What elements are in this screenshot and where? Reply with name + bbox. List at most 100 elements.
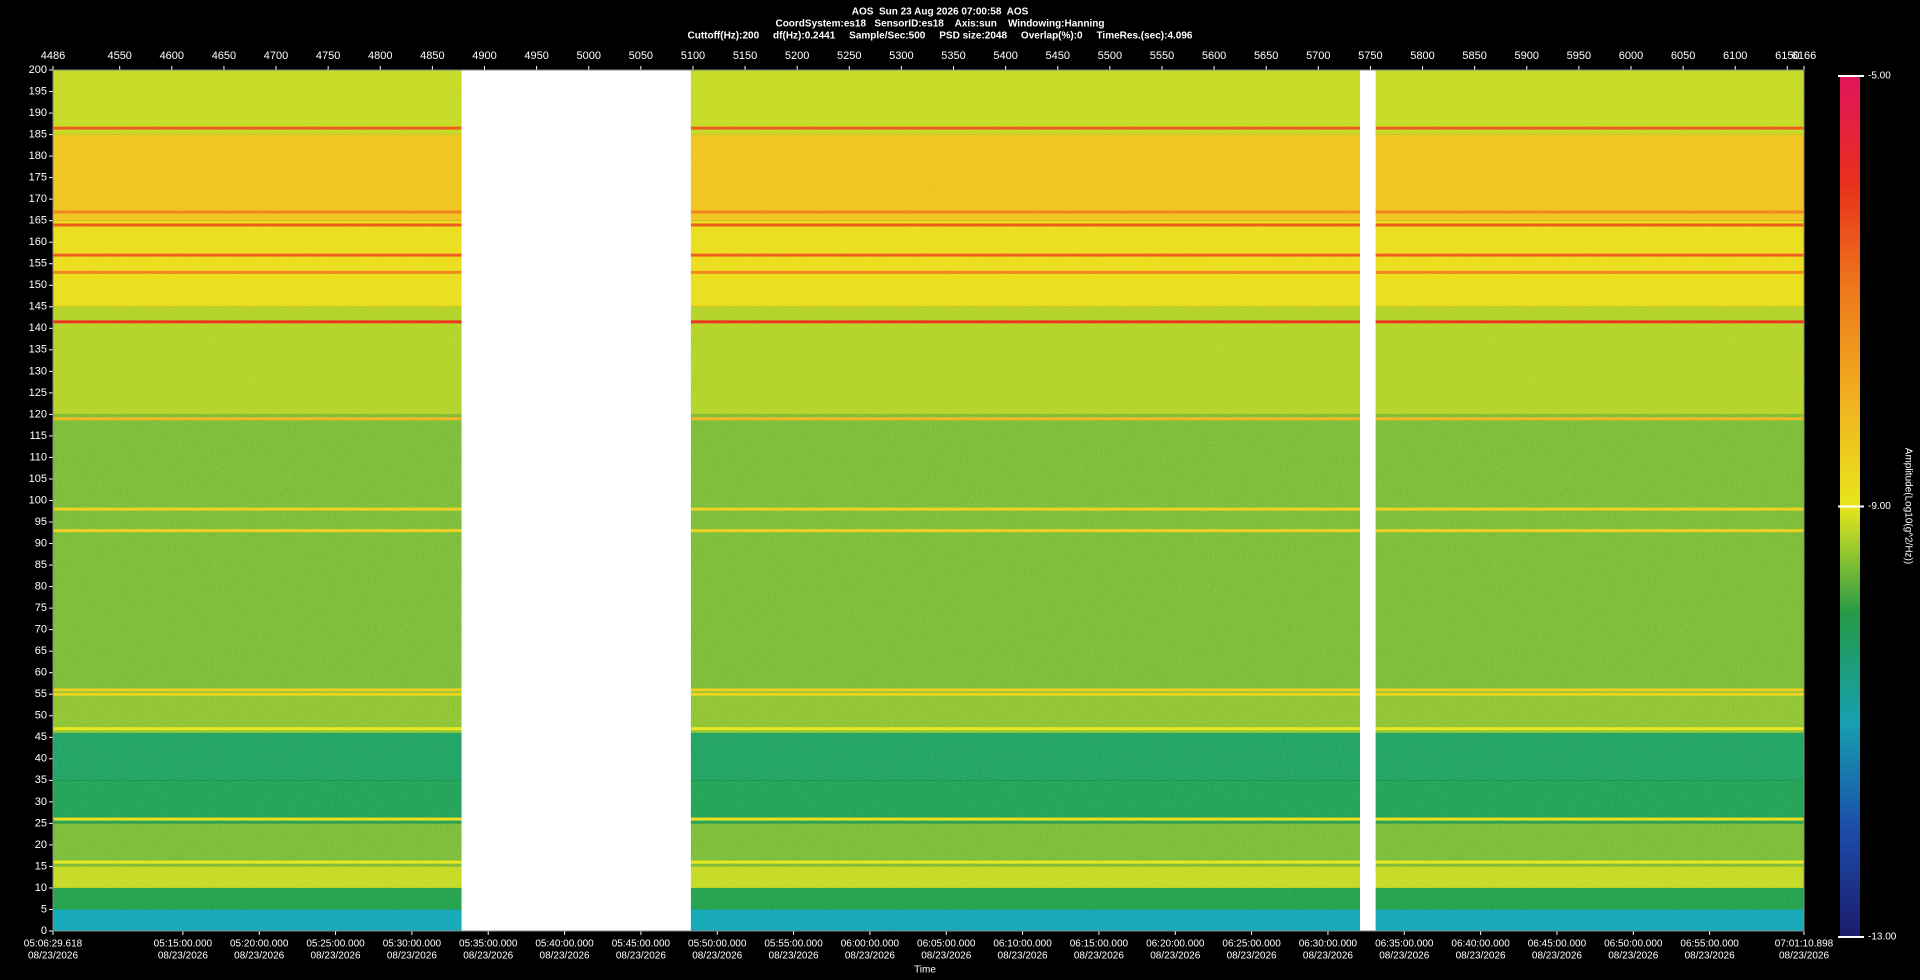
date-tick-label: 08/23/2026 xyxy=(1303,951,1353,962)
colorbar-label: Amplitude(Log10(g^2/Hz)) xyxy=(1902,448,1913,564)
time-tick-label: 05:55:00.000 xyxy=(764,939,823,950)
x-tick-label: 5250 xyxy=(837,50,861,62)
y-tick-label: 125 xyxy=(29,387,47,399)
y-tick-label: 0 xyxy=(41,925,47,937)
x-tick-label: 4700 xyxy=(264,50,288,62)
x-tick-label: 4550 xyxy=(107,50,131,62)
x-tick-label: 5850 xyxy=(1462,50,1486,62)
y-tick-label: 115 xyxy=(29,430,47,442)
y-tick-label: 40 xyxy=(35,753,47,765)
y-tick-label: 10 xyxy=(35,882,47,894)
date-tick-label: 08/23/2026 xyxy=(921,951,971,962)
y-tick-label: 200 xyxy=(29,64,47,76)
chart-subtitle: CoordSystem:es18 SensorID:es18 Axis:sun … xyxy=(775,19,1104,30)
x-tick-label: 5450 xyxy=(1045,50,1069,62)
colorbar-tick-label: -9.00 xyxy=(1868,501,1891,512)
colorbar-tick-label: -13.00 xyxy=(1868,932,1897,943)
x-tick-label: 5400 xyxy=(993,50,1017,62)
y-tick-label: 180 xyxy=(29,150,47,162)
date-tick-label: 08/23/2026 xyxy=(1379,951,1429,962)
x-tick-label: 6100 xyxy=(1723,50,1747,62)
x-tick-label: 6166 xyxy=(1792,50,1816,62)
date-tick-label: 08/23/2026 xyxy=(311,951,361,962)
date-tick-label: 08/23/2026 xyxy=(845,951,895,962)
time-tick-label: 05:40:00.000 xyxy=(535,939,594,950)
y-tick-label: 135 xyxy=(29,344,47,356)
noise-texture xyxy=(53,70,1804,931)
time-tick-label: 05:15:00.000 xyxy=(154,939,213,950)
y-tick-label: 155 xyxy=(29,258,47,270)
y-tick-label: 185 xyxy=(29,128,47,140)
date-tick-label: 08/23/2026 xyxy=(1779,951,1829,962)
x-tick-label: 4900 xyxy=(472,50,496,62)
y-tick-label: 75 xyxy=(35,602,47,614)
x-tick-label: 4750 xyxy=(316,50,340,62)
x-tick-label: 4600 xyxy=(160,50,184,62)
y-tick-label: 50 xyxy=(35,710,47,722)
time-tick-label: 05:20:00.000 xyxy=(230,939,289,950)
y-tick-label: 110 xyxy=(29,451,47,463)
y-tick-label: 25 xyxy=(35,817,47,829)
date-tick-label: 08/23/2026 xyxy=(234,951,284,962)
time-tick-label: 05:45:00.000 xyxy=(612,939,671,950)
date-tick-label: 08/23/2026 xyxy=(463,951,513,962)
date-tick-label: 08/23/2026 xyxy=(1608,951,1658,962)
x-tick-label: 5750 xyxy=(1358,50,1382,62)
x-tick-label: 5100 xyxy=(681,50,705,62)
x-axis-label: Time xyxy=(914,965,936,976)
y-tick-label: 5 xyxy=(41,903,47,915)
y-tick-label: 35 xyxy=(35,774,47,786)
x-tick-label: 4800 xyxy=(368,50,392,62)
spectrogram xyxy=(53,70,1804,931)
x-tick-label: 6000 xyxy=(1619,50,1643,62)
y-tick-label: 95 xyxy=(35,516,47,528)
time-tick-label: 05:25:00.000 xyxy=(306,939,365,950)
time-tick-label: 06:50:00.000 xyxy=(1604,939,1663,950)
x-tick-label: 5900 xyxy=(1515,50,1539,62)
date-tick-label: 08/23/2026 xyxy=(1685,951,1735,962)
y-tick-label: 190 xyxy=(29,107,47,119)
x-tick-label: 5200 xyxy=(785,50,809,62)
x-tick-label: 6150 xyxy=(1775,50,1799,62)
time-tick-label: 06:15:00.000 xyxy=(1070,939,1129,950)
x-tick-label: 4950 xyxy=(524,50,548,62)
x-tick-label: 6050 xyxy=(1671,50,1695,62)
date-tick-label: 08/23/2026 xyxy=(998,951,1048,962)
y-tick-label: 105 xyxy=(29,473,47,485)
x-tick-label: 5550 xyxy=(1150,50,1174,62)
time-tick-label: 05:06:29.618 xyxy=(24,939,83,950)
y-tick-label: 15 xyxy=(35,860,47,872)
y-tick-label: 175 xyxy=(29,172,47,184)
time-tick-label: 05:50:00.000 xyxy=(688,939,747,950)
y-tick-label: 30 xyxy=(35,796,47,808)
date-tick-label: 08/23/2026 xyxy=(1227,951,1277,962)
x-tick-label: 5600 xyxy=(1202,50,1226,62)
date-tick-label: 08/23/2026 xyxy=(28,951,78,962)
time-tick-label: 06:05:00.000 xyxy=(917,939,976,950)
date-tick-label: 08/23/2026 xyxy=(1456,951,1506,962)
date-tick-label: 08/23/2026 xyxy=(769,951,819,962)
y-tick-label: 60 xyxy=(35,667,47,679)
data-gap xyxy=(461,70,691,931)
settings-line: Cuttoff(Hz):200 df(Hz):0.2441 Sample/Sec… xyxy=(688,31,1193,42)
y-tick-label: 120 xyxy=(29,408,47,420)
y-tick-label: 195 xyxy=(29,85,47,97)
x-tick-label: 5500 xyxy=(1098,50,1122,62)
y-tick-label: 65 xyxy=(35,645,47,657)
time-tick-label: 06:55:00.000 xyxy=(1680,939,1739,950)
x-tick-label: 5650 xyxy=(1254,50,1278,62)
y-tick-label: 55 xyxy=(35,688,47,700)
y-tick-label: 160 xyxy=(29,236,47,248)
time-tick-label: 06:30:00.000 xyxy=(1299,939,1358,950)
y-tick-label: 170 xyxy=(29,193,47,205)
x-tick-label: 5150 xyxy=(733,50,757,62)
date-tick-label: 08/23/2026 xyxy=(1150,951,1200,962)
x-tick-label: 5000 xyxy=(576,50,600,62)
time-tick-label: 05:35:00.000 xyxy=(459,939,518,950)
colorbar-tick-label: -5.00 xyxy=(1868,71,1891,82)
x-tick-label: 5950 xyxy=(1567,50,1591,62)
y-tick-label: 150 xyxy=(29,279,47,291)
y-tick-label: 100 xyxy=(29,494,47,506)
x-tick-label: 5300 xyxy=(889,50,913,62)
